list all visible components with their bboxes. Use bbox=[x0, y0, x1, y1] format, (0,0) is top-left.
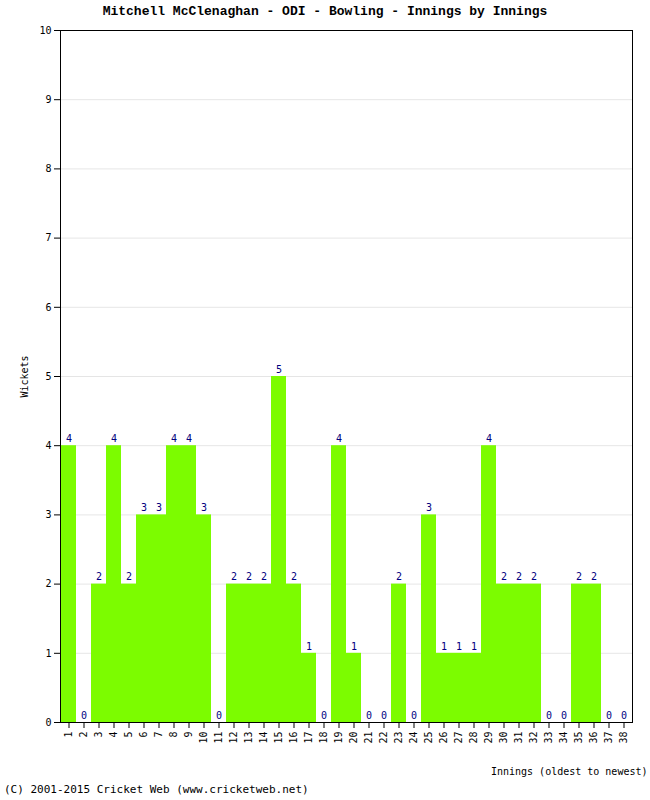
svg-text:2: 2 bbox=[231, 571, 237, 582]
svg-text:3: 3 bbox=[141, 502, 147, 513]
svg-text:8: 8 bbox=[45, 163, 51, 174]
svg-text:1: 1 bbox=[63, 732, 74, 738]
svg-text:2: 2 bbox=[531, 571, 537, 582]
svg-text:0: 0 bbox=[81, 710, 87, 721]
svg-text:4: 4 bbox=[486, 433, 492, 444]
svg-text:3: 3 bbox=[426, 502, 432, 513]
svg-text:0: 0 bbox=[321, 710, 327, 721]
svg-text:4: 4 bbox=[336, 433, 342, 444]
svg-text:2: 2 bbox=[261, 571, 267, 582]
svg-text:2: 2 bbox=[96, 571, 102, 582]
svg-text:6: 6 bbox=[45, 302, 51, 313]
svg-text:1: 1 bbox=[471, 641, 477, 652]
svg-text:29: 29 bbox=[483, 732, 494, 744]
svg-text:3: 3 bbox=[156, 502, 162, 513]
svg-text:17: 17 bbox=[303, 732, 314, 744]
svg-text:Innings (oldest to newest): Innings (oldest to newest) bbox=[491, 766, 648, 777]
svg-text:1: 1 bbox=[456, 641, 462, 652]
svg-text:31: 31 bbox=[513, 732, 524, 744]
svg-text:3: 3 bbox=[45, 509, 51, 520]
svg-text:16: 16 bbox=[288, 732, 299, 744]
svg-text:34: 34 bbox=[558, 732, 569, 744]
svg-text:8: 8 bbox=[168, 732, 179, 738]
svg-text:5: 5 bbox=[276, 364, 282, 375]
svg-text:2: 2 bbox=[246, 571, 252, 582]
svg-text:0: 0 bbox=[45, 717, 51, 728]
svg-text:0: 0 bbox=[381, 710, 387, 721]
svg-text:1: 1 bbox=[351, 641, 357, 652]
svg-text:14: 14 bbox=[258, 732, 269, 744]
svg-text:7: 7 bbox=[45, 232, 51, 243]
svg-text:Wickets: Wickets bbox=[19, 355, 30, 397]
svg-text:36: 36 bbox=[588, 732, 599, 744]
svg-text:10: 10 bbox=[198, 732, 209, 744]
svg-text:35: 35 bbox=[573, 732, 584, 744]
svg-text:2: 2 bbox=[396, 571, 402, 582]
svg-text:26: 26 bbox=[438, 732, 449, 744]
svg-text:20: 20 bbox=[348, 732, 359, 744]
svg-text:2: 2 bbox=[291, 571, 297, 582]
svg-text:4: 4 bbox=[66, 433, 72, 444]
html-text:(C) 2001-2015 Cricket Web (www: (C) 2001-2015 Cricket Web (www.cricketwe… bbox=[4, 783, 309, 796]
svg-text:33: 33 bbox=[543, 732, 554, 744]
svg-text:2: 2 bbox=[591, 571, 597, 582]
svg-text:23: 23 bbox=[393, 732, 404, 744]
svg-text:19: 19 bbox=[333, 732, 344, 744]
svg-text:0: 0 bbox=[366, 710, 372, 721]
svg-text:5: 5 bbox=[45, 371, 51, 382]
svg-text:4: 4 bbox=[186, 433, 192, 444]
svg-text:9: 9 bbox=[45, 94, 51, 105]
svg-text:2: 2 bbox=[576, 571, 582, 582]
svg-text:37: 37 bbox=[603, 732, 614, 744]
svg-text:9: 9 bbox=[183, 732, 194, 738]
svg-text:1: 1 bbox=[441, 641, 447, 652]
svg-text:1: 1 bbox=[45, 648, 51, 659]
svg-text:2: 2 bbox=[78, 732, 89, 738]
svg-text:12: 12 bbox=[228, 732, 239, 744]
svg-text:4: 4 bbox=[108, 732, 119, 738]
svg-text:1: 1 bbox=[306, 641, 312, 652]
svg-text:18: 18 bbox=[318, 732, 329, 744]
svg-text:0: 0 bbox=[411, 710, 417, 721]
svg-text:15: 15 bbox=[273, 732, 284, 744]
svg-text:2: 2 bbox=[126, 571, 132, 582]
svg-text:25: 25 bbox=[423, 732, 434, 744]
svg-text:10: 10 bbox=[39, 25, 51, 36]
svg-text:13: 13 bbox=[243, 732, 254, 744]
svg-text:7: 7 bbox=[153, 732, 164, 738]
svg-text:2: 2 bbox=[45, 578, 51, 589]
svg-text:24: 24 bbox=[408, 732, 419, 744]
svg-text:11: 11 bbox=[213, 732, 224, 744]
svg-text:22: 22 bbox=[378, 732, 389, 744]
svg-text:4: 4 bbox=[45, 440, 51, 451]
svg-text:4: 4 bbox=[171, 433, 177, 444]
svg-text:30: 30 bbox=[498, 732, 509, 744]
svg-text:0: 0 bbox=[561, 710, 567, 721]
svg-text:2: 2 bbox=[516, 571, 522, 582]
svg-text:3: 3 bbox=[93, 732, 104, 738]
svg-text:27: 27 bbox=[453, 732, 464, 744]
svg-text:6: 6 bbox=[138, 732, 149, 738]
svg-text:4: 4 bbox=[111, 433, 117, 444]
svg-text:38: 38 bbox=[618, 732, 629, 744]
svg-text:0: 0 bbox=[606, 710, 612, 721]
svg-text:0: 0 bbox=[546, 710, 552, 721]
svg-text:0: 0 bbox=[216, 710, 222, 721]
svg-text:21: 21 bbox=[363, 732, 374, 744]
svg-text:5: 5 bbox=[123, 732, 134, 738]
svg-text:2: 2 bbox=[501, 571, 507, 582]
svg-text:3: 3 bbox=[201, 502, 207, 513]
svg-text:32: 32 bbox=[528, 732, 539, 744]
html-text:Mitchell McClenaghan - ODI - B: Mitchell McClenaghan - ODI - Bowling - I… bbox=[102, 4, 548, 19]
svg-text:0: 0 bbox=[621, 710, 627, 721]
svg-text:28: 28 bbox=[468, 732, 479, 744]
